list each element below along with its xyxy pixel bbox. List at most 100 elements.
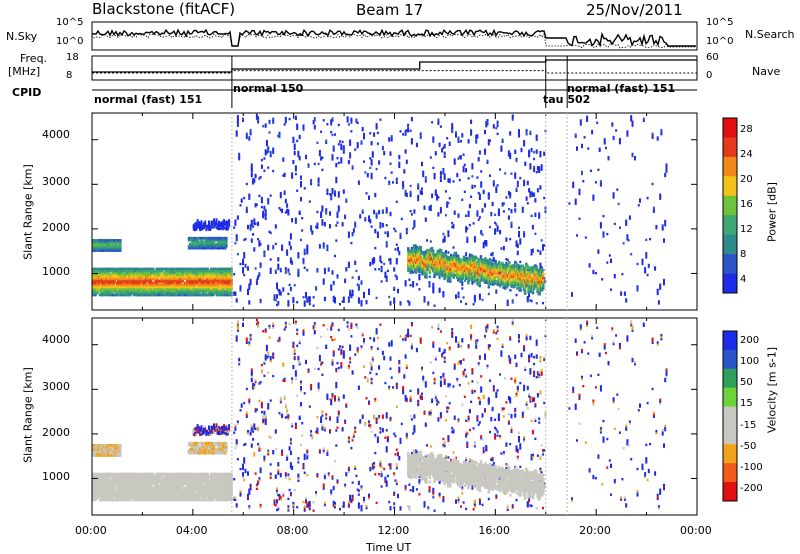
power-cell: [451, 221, 454, 225]
power-cell: [205, 285, 208, 289]
power-cell: [475, 134, 478, 138]
power-cell: [398, 253, 401, 256]
power-cell: [460, 272, 463, 276]
power-cell: [307, 163, 310, 166]
power-cell: [242, 262, 244, 266]
power-cell: [412, 256, 416, 259]
power-cell: [389, 260, 392, 263]
power-cell: [206, 269, 209, 273]
power-cell: [234, 219, 237, 222]
power-cell: [528, 188, 531, 191]
power-cell: [439, 175, 442, 178]
power-cell: [455, 133, 457, 136]
power-cell: [202, 225, 205, 229]
power-cell: [460, 274, 463, 278]
power-cell: [419, 192, 422, 195]
power-cell: [320, 130, 323, 133]
power-cell: [412, 283, 415, 286]
power-cell: [341, 300, 344, 303]
power-cell: [214, 267, 217, 271]
power-cell: [298, 134, 301, 138]
power-cell: [369, 157, 372, 160]
power-cell: [175, 267, 179, 271]
power-cell: [331, 156, 334, 159]
power-cell: [346, 118, 349, 121]
power-cell: [221, 224, 224, 227]
power-cell: [528, 153, 531, 156]
power-cell: [253, 247, 256, 250]
power-cell: [347, 263, 350, 267]
power-cell: [485, 244, 488, 247]
power-cell: [210, 225, 213, 228]
power-cell: [429, 204, 432, 208]
power-cell: [407, 123, 410, 127]
power-cell: [300, 175, 302, 178]
power-cell: [315, 288, 318, 291]
power-cell: [529, 191, 532, 194]
power-cell: [436, 253, 439, 257]
power-cell: [388, 139, 391, 142]
power-cell: [413, 225, 416, 228]
power-cell: [330, 288, 333, 291]
power-cell: [344, 280, 347, 283]
power-cell: [508, 267, 511, 270]
power-cell: [119, 245, 122, 248]
power-cell: [642, 119, 645, 122]
power-cell: [397, 288, 399, 292]
power-cell: [453, 162, 456, 165]
power-cell: [418, 275, 421, 279]
power-cell: [272, 169, 275, 173]
power-cell: [331, 272, 334, 275]
power-cell: [644, 267, 647, 270]
power-cell: [442, 232, 445, 236]
power-cell: [447, 178, 450, 181]
power-cell: [216, 227, 219, 230]
power-cell: [330, 193, 333, 197]
power-cell: [117, 293, 120, 297]
power-cell: [119, 275, 122, 279]
power-cell: [460, 268, 463, 272]
power-cell: [277, 259, 280, 262]
power-cell: [143, 273, 146, 277]
power-cell: [225, 279, 229, 283]
power-cell: [504, 287, 507, 290]
power-cell: [350, 293, 353, 297]
power-cell: [248, 283, 251, 286]
power-cell: [501, 204, 504, 207]
nsky-series: [91, 28, 696, 48]
power-cell: [279, 195, 282, 199]
power-cell: [660, 133, 663, 136]
power-cell: [188, 293, 191, 297]
power-cell: [172, 267, 175, 271]
power-cell: [276, 284, 278, 287]
power-cell: [447, 264, 451, 268]
power-cell: [428, 208, 431, 211]
power-cell: [188, 289, 191, 293]
power-cell: [467, 277, 470, 281]
power-cell: [252, 177, 255, 181]
power-cell: [259, 300, 262, 304]
power-cell: [273, 294, 276, 297]
power-cell: [470, 254, 473, 257]
power-cell: [467, 141, 470, 144]
power-cell: [404, 129, 407, 133]
power-cell: [220, 222, 223, 225]
nsearch-series: [91, 32, 696, 49]
power-cell: [332, 297, 335, 301]
power-cell: [225, 225, 228, 228]
power-cell: [370, 176, 373, 180]
power-cell: [603, 140, 606, 143]
power-cell: [221, 283, 224, 287]
power-cell: [247, 226, 249, 230]
power-cell: [625, 298, 628, 301]
power-cell: [509, 237, 512, 241]
power-cell: [443, 175, 446, 178]
power-cell: [188, 246, 192, 250]
power-cell: [225, 238, 228, 242]
power-cell: [346, 116, 349, 119]
power-cell: [516, 287, 519, 290]
power-cell: [306, 252, 309, 255]
power-cell: [335, 164, 338, 168]
power-cell: [442, 171, 445, 175]
power-cell: [510, 209, 513, 212]
